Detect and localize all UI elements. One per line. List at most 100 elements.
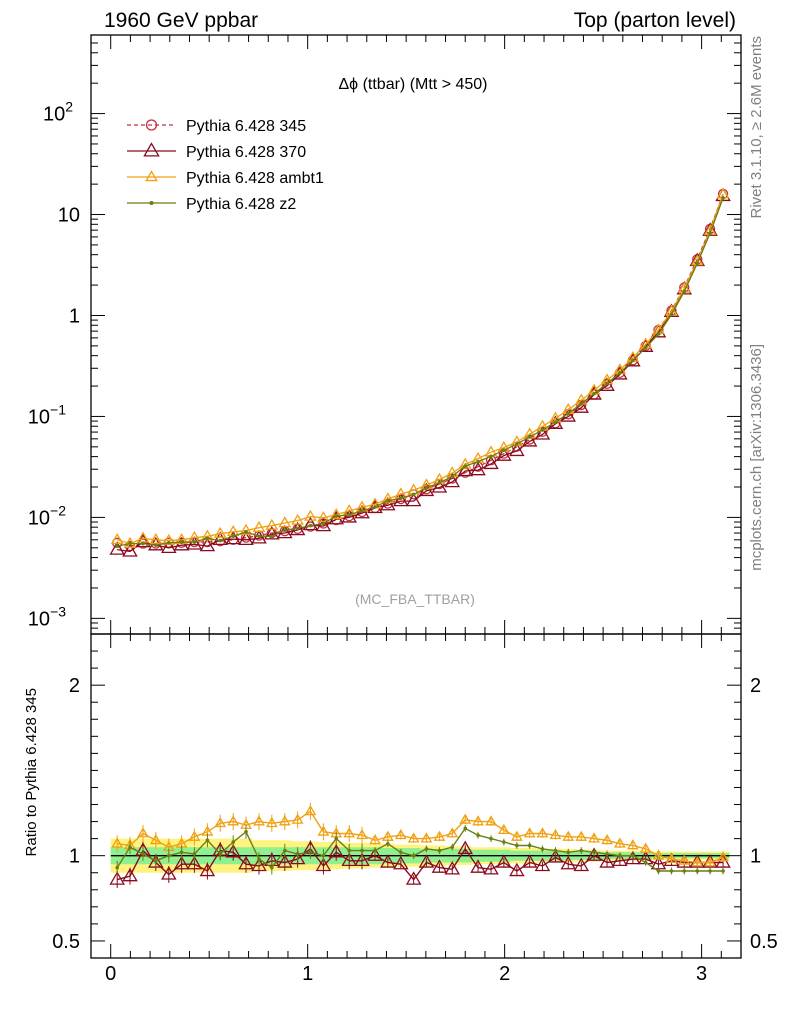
ratio-point xyxy=(343,827,356,838)
main-point xyxy=(110,532,124,545)
main-point xyxy=(123,536,137,548)
ratio-point xyxy=(386,841,390,846)
ratio-point xyxy=(128,845,132,849)
x-tick-label: 0 xyxy=(105,963,116,985)
ratio-point xyxy=(483,861,499,875)
ratio-point xyxy=(167,853,171,858)
ratio-point xyxy=(214,816,227,828)
ratio-point xyxy=(444,861,461,875)
main-point xyxy=(218,538,223,543)
ratio-point xyxy=(424,847,429,851)
main-panel: Δϕ (ttbar) (Mtt > 450) (MC_FBA_TTBAR) 10… xyxy=(28,34,741,635)
ratio-point xyxy=(553,848,558,853)
main-point xyxy=(458,457,472,469)
main-point xyxy=(270,534,274,539)
main-point xyxy=(470,461,486,476)
main-point xyxy=(367,499,383,514)
ratio-point xyxy=(199,862,216,877)
ratio-point xyxy=(721,869,725,873)
ratio-point xyxy=(695,869,700,873)
ratio-ylabel: Ratio to Pythia 6.428 345 xyxy=(23,688,40,856)
main-point xyxy=(295,526,300,531)
main-point xyxy=(149,532,163,545)
ratio-point xyxy=(334,836,339,841)
main-point xyxy=(566,411,571,416)
ratio-point xyxy=(218,852,223,856)
main-point xyxy=(386,499,390,503)
legend-label-2: Pythia 6.428 ambt1 xyxy=(186,170,324,187)
ratio-point xyxy=(547,849,564,863)
x-tick-label: 2 xyxy=(499,963,510,985)
ratio-point xyxy=(149,834,162,845)
ratio-point xyxy=(354,852,370,866)
ratio-series-line-2 xyxy=(116,827,724,872)
ratio-point xyxy=(639,842,652,853)
ratio-point xyxy=(573,857,590,872)
main-point xyxy=(515,442,519,446)
main-point xyxy=(579,401,584,406)
legend: Pythia 6.428 345 Pythia 6.428 370 Pythia 6… xyxy=(127,118,324,213)
main-point xyxy=(444,473,461,488)
ratio-point xyxy=(560,855,577,870)
ratio-point xyxy=(665,852,678,863)
y-tick-label: 10 xyxy=(58,205,80,227)
main-point xyxy=(411,492,416,497)
ratio-point xyxy=(308,850,313,855)
ratio-y-tick-label-right: 2 xyxy=(750,675,761,697)
ratio-point xyxy=(231,840,236,844)
ratio-point xyxy=(579,848,584,853)
main-point xyxy=(179,540,184,544)
main-point xyxy=(308,523,313,528)
main-point xyxy=(380,496,396,511)
ratio-point xyxy=(295,852,300,856)
main-point xyxy=(251,530,267,544)
ratio-point xyxy=(437,848,442,853)
main-point xyxy=(431,479,448,493)
ratio-point xyxy=(251,857,267,872)
ratio-point xyxy=(496,854,512,868)
main-point xyxy=(265,518,279,530)
ratio-point xyxy=(367,847,383,861)
legend-label-0: Pythia 6.428 345 xyxy=(186,118,306,135)
main-title: Δϕ (ttbar) (Mtt > 450) xyxy=(338,76,487,93)
ratio-series-line-0 xyxy=(117,847,724,881)
main-point xyxy=(161,539,177,553)
main-point xyxy=(476,459,480,464)
ratio-point xyxy=(173,855,190,870)
y-tick-label: 10−1 xyxy=(28,401,66,428)
main-point xyxy=(682,289,687,294)
main-point xyxy=(540,428,545,432)
main-point xyxy=(489,454,493,459)
ratio-point xyxy=(549,828,562,840)
rivet-label: Rivet 3.1.10, ≥ 2.6M events xyxy=(748,36,765,219)
main-point xyxy=(186,536,203,550)
ratio-point xyxy=(689,854,706,868)
main-point xyxy=(669,312,674,317)
main-point xyxy=(244,530,248,534)
y-tick-label: 1 xyxy=(69,305,80,327)
header-left: 1960 GeV ppbar xyxy=(104,9,258,32)
main-point xyxy=(457,462,474,477)
ratio-point xyxy=(527,843,532,848)
main-point xyxy=(631,358,635,363)
ratio-point xyxy=(407,832,420,843)
ratio-point xyxy=(111,837,124,848)
ratio-point xyxy=(109,871,125,885)
ratio-point xyxy=(192,852,197,856)
ratio-point xyxy=(179,850,184,855)
ratio-point xyxy=(186,855,203,870)
ratio-point xyxy=(244,830,248,834)
ratio-point xyxy=(515,843,519,848)
ratio-point xyxy=(586,847,602,861)
ratio-point xyxy=(188,830,201,841)
main-point xyxy=(252,520,266,532)
main-point xyxy=(689,252,706,267)
main-point xyxy=(239,523,253,535)
ratio-point xyxy=(154,859,158,863)
main-point xyxy=(321,521,326,526)
ratio-point xyxy=(225,843,241,858)
main-point xyxy=(154,543,158,548)
ratio-point xyxy=(446,827,459,838)
ratio-point xyxy=(459,813,472,824)
y-tick-label: 10−3 xyxy=(28,603,66,630)
